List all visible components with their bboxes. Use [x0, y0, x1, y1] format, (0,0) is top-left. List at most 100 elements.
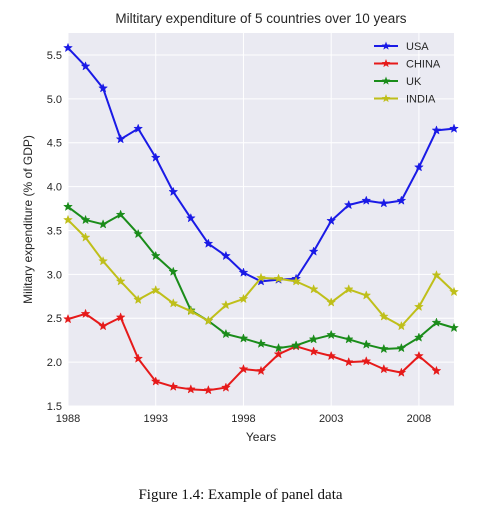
y-tick-label: 4.5 — [47, 138, 62, 150]
legend-marker-uk — [381, 76, 391, 85]
data-point-uk — [98, 219, 109, 229]
data-point-usa — [220, 250, 231, 261]
data-point-china — [150, 376, 161, 386]
data-point-usa — [63, 42, 73, 53]
legend-label-china: CHINA — [406, 59, 441, 71]
x-tick-label: 2008 — [407, 413, 431, 425]
data-point-usa — [396, 195, 407, 205]
data-point-usa — [168, 186, 179, 197]
y-tick-label: 4.0 — [47, 182, 62, 194]
data-point-india — [343, 284, 354, 294]
data-point-china — [256, 365, 266, 376]
data-point-china — [185, 384, 196, 394]
data-point-china — [396, 367, 407, 377]
data-point-usa — [98, 83, 109, 93]
data-point-india — [256, 272, 266, 283]
y-tick-label: 2.5 — [47, 313, 62, 325]
y-tick-label: 2.0 — [47, 357, 62, 369]
data-point-china — [308, 346, 319, 356]
x-tick-label: 2003 — [319, 413, 343, 425]
data-point-china — [326, 350, 337, 361]
data-point-china — [80, 308, 91, 319]
x-tick-label: 1988 — [56, 413, 80, 425]
data-point-usa — [80, 61, 91, 71]
data-point-uk — [308, 334, 319, 344]
data-point-uk — [168, 266, 179, 276]
data-point-usa — [413, 162, 424, 172]
data-point-india — [308, 284, 319, 294]
data-point-india — [220, 299, 231, 310]
y-tick-label: 1.5 — [47, 401, 62, 413]
data-point-india — [291, 276, 302, 286]
data-point-india — [150, 284, 161, 295]
data-point-india — [326, 297, 337, 307]
data-point-india — [203, 315, 214, 326]
data-point-usa — [256, 276, 266, 286]
data-point-india — [115, 276, 126, 286]
data-point-china — [115, 312, 126, 322]
data-point-china — [220, 382, 231, 392]
data-point-india — [80, 232, 91, 242]
data-point-usa — [133, 123, 144, 133]
data-point-india — [133, 294, 144, 305]
data-point-usa — [150, 152, 161, 162]
data-point-uk — [256, 338, 266, 348]
legend-marker-china — [381, 59, 391, 68]
data-point-china — [98, 320, 109, 331]
data-point-uk — [361, 339, 372, 349]
data-point-usa — [203, 238, 214, 248]
data-point-usa — [115, 133, 126, 144]
data-point-india — [413, 301, 424, 312]
legend-marker-india — [381, 94, 391, 103]
data-point-uk — [115, 209, 126, 219]
data-point-uk — [150, 250, 161, 261]
legend-marker-usa — [381, 41, 391, 50]
data-point-china — [431, 365, 442, 376]
y-tick-label: 5.0 — [47, 94, 62, 106]
data-point-usa — [308, 246, 319, 256]
data-point-uk — [413, 332, 424, 342]
data-point-india — [449, 286, 459, 297]
data-point-uk — [343, 334, 354, 344]
data-point-uk — [378, 343, 389, 354]
y-tick-label: 3.5 — [47, 225, 62, 237]
series-line-china — [67, 312, 438, 392]
data-point-india — [63, 214, 73, 225]
data-point-uk — [431, 317, 442, 327]
data-point-uk — [220, 328, 231, 339]
data-point-china — [413, 350, 424, 361]
data-point-usa — [378, 198, 389, 208]
data-point-china — [273, 349, 284, 359]
chart-title: Miltitary expenditure of 5 countries ove… — [115, 11, 406, 26]
y-axis-label: Military expenditure (% of GDP) — [21, 135, 35, 304]
x-tick-label: 1993 — [143, 413, 167, 425]
data-point-usa — [238, 267, 249, 277]
data-point-uk — [326, 329, 337, 340]
x-axis-label: Years — [246, 430, 276, 444]
data-point-india — [361, 290, 372, 300]
y-tick-label: 3.0 — [47, 269, 62, 281]
data-point-uk — [238, 333, 249, 343]
data-point-india — [238, 293, 249, 304]
data-point-usa — [431, 125, 442, 135]
data-point-uk — [63, 201, 73, 211]
data-point-india — [168, 298, 179, 308]
data-point-china — [343, 356, 354, 367]
data-point-india — [396, 320, 407, 331]
data-point-usa — [449, 123, 459, 133]
data-point-uk — [396, 342, 407, 353]
data-point-china — [238, 363, 249, 374]
data-point-china — [378, 363, 389, 374]
data-point-uk — [80, 214, 91, 225]
data-point-india — [98, 255, 109, 266]
legend-label-uk: UK — [406, 76, 422, 88]
data-point-india — [431, 270, 442, 280]
data-point-uk — [291, 340, 302, 350]
data-point-usa — [361, 195, 372, 205]
data-point-china — [133, 353, 144, 363]
data-point-india — [273, 273, 284, 283]
legend-label-india: INDIA — [406, 94, 436, 106]
y-tick-label: 5.5 — [47, 50, 62, 62]
data-point-china — [63, 313, 73, 324]
